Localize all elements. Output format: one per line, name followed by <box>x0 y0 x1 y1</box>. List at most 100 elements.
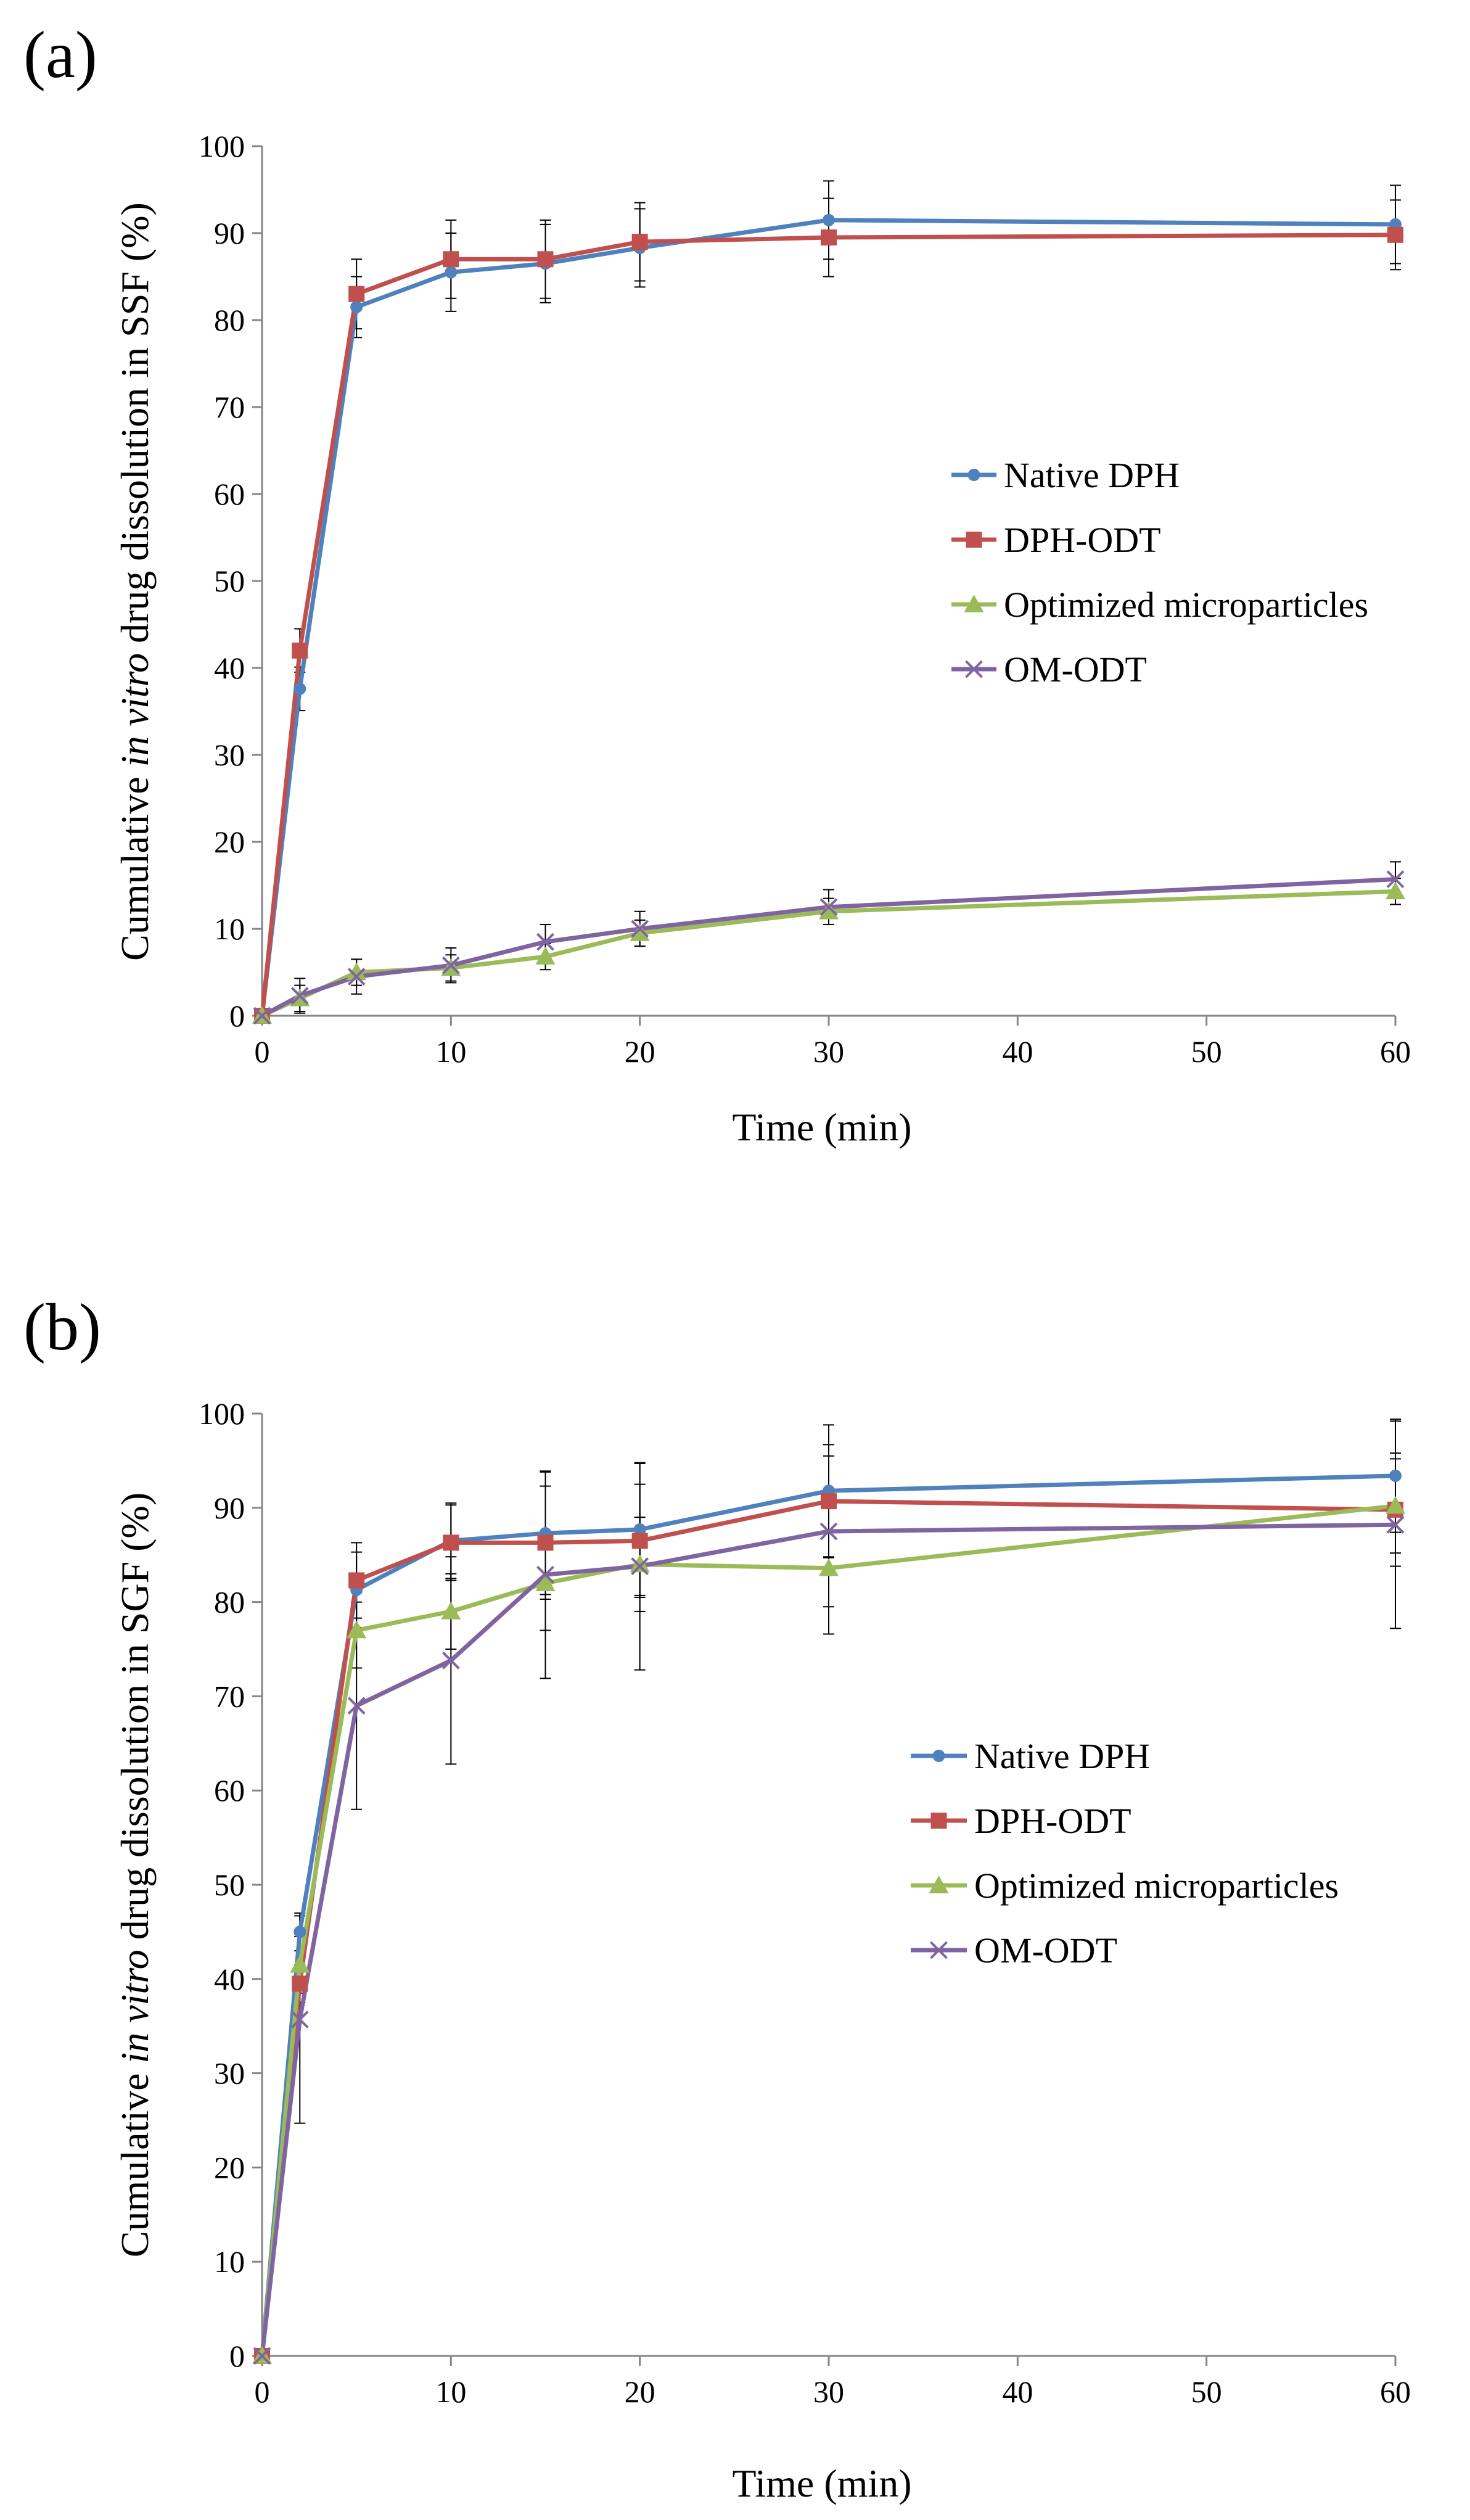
x-tick-label: 20 <box>625 1034 655 1069</box>
legend-marker <box>932 1750 945 1762</box>
panel-b-y-axis-label: Cumulative in vitro drug dissolution in … <box>113 1493 157 2257</box>
data-point-triangle <box>1386 881 1405 900</box>
y-tick-label: 60 <box>214 477 245 511</box>
data-point-triangle <box>347 962 367 981</box>
panel-b-series-lines <box>260 1473 1396 2357</box>
series-line <box>260 1473 1396 2357</box>
data-point-square <box>348 1572 365 1589</box>
x-tick-label: 30 <box>813 2374 844 2409</box>
panel-a-y-axis-label: Cumulative in vitro drug dissolution in … <box>113 202 157 961</box>
x-tick-label: 10 <box>435 2374 466 2409</box>
y-tick-label: 90 <box>214 1491 245 1525</box>
y-tick-label: 70 <box>214 390 245 424</box>
legend-item: DPH-ODT <box>911 1801 1131 1841</box>
data-point-triangle <box>630 923 650 941</box>
data-point-triangle <box>630 1554 650 1573</box>
data-point-square <box>443 1534 459 1551</box>
y-tick-label: 10 <box>214 2244 245 2279</box>
data-point-x <box>347 1697 366 1715</box>
y-tick-label: 40 <box>214 1962 245 1996</box>
y-tick-label: 100 <box>199 129 245 163</box>
data-point-triangle <box>290 1954 310 1973</box>
data-point-x <box>631 1557 649 1575</box>
data-point-square <box>348 286 365 302</box>
panel-b-legend: Native DPH DPH-ODT Optimized microparticle… <box>911 1736 1339 1970</box>
legend-item: OM-ODT <box>911 1930 1117 1970</box>
x-tick-label: 50 <box>1191 1034 1222 1069</box>
legend-marker <box>967 469 980 481</box>
panel-b-x-axis-label: Time (min) <box>733 2461 912 2505</box>
data-point-x <box>253 2347 271 2365</box>
data-point-circle <box>294 682 306 695</box>
legend-label: Native DPH <box>974 1736 1150 1776</box>
legend-item: Optimized microparticles <box>911 1866 1339 1906</box>
data-point-x <box>253 1007 271 1025</box>
x-tick-label: 10 <box>435 1034 466 1069</box>
y-tick-label: 60 <box>214 1773 245 1808</box>
data-point-square <box>292 1975 308 1992</box>
legend-label: DPH-ODT <box>1004 520 1161 560</box>
data-point-square <box>292 642 308 659</box>
y-tick-label: 50 <box>214 564 245 598</box>
legend-marker <box>929 1876 949 1893</box>
x-tick-label: 40 <box>1002 2374 1033 2409</box>
legend-marker <box>965 660 983 678</box>
series-line <box>260 1504 1396 2357</box>
data-point-x <box>819 1522 838 1541</box>
data-point-triangle <box>535 947 556 965</box>
legend-label: OM-ODT <box>1004 649 1147 690</box>
data-point-x <box>290 2011 309 2028</box>
x-tick-label: 0 <box>255 1034 270 1069</box>
data-point-circle <box>633 1523 646 1536</box>
legend-marker <box>930 1813 947 1829</box>
panel-a-markers <box>252 213 1405 1025</box>
legend-marker <box>964 595 984 612</box>
data-point-square <box>631 1533 648 1549</box>
x-tick-label: 30 <box>813 1034 844 1069</box>
x-tick-label: 20 <box>625 2374 655 2409</box>
y-tick-label: 100 <box>199 1396 245 1431</box>
y-tick-label: 30 <box>214 738 245 772</box>
legend-item: OM-ODT <box>951 649 1147 690</box>
data-point-triangle <box>535 1573 556 1591</box>
data-point-circle <box>445 266 458 279</box>
series-line <box>260 1522 1396 2357</box>
legend-item: DPH-ODT <box>951 520 1161 560</box>
data-point-x <box>347 968 366 986</box>
y-tick-label: 40 <box>214 651 245 685</box>
legend-marker <box>966 532 982 548</box>
data-point-square <box>537 1534 554 1551</box>
panel-a-series-lines <box>260 218 1396 1018</box>
data-point-triangle <box>441 1601 461 1620</box>
panel-b-markers <box>252 1469 1405 2365</box>
data-point-square <box>1387 226 1403 243</box>
y-tick-label: 10 <box>214 912 245 946</box>
data-point-square <box>821 229 837 246</box>
data-point-x <box>536 933 554 951</box>
y-tick-label: 80 <box>214 1585 245 1620</box>
data-point-x <box>631 920 649 938</box>
legend-item: Native DPH <box>911 1736 1150 1776</box>
x-tick-label: 0 <box>255 2374 270 2409</box>
data-point-triangle <box>1386 1496 1405 1514</box>
data-point-x <box>290 987 309 1005</box>
legend-label: Native DPH <box>1004 455 1180 495</box>
y-tick-label: 50 <box>214 1867 245 1902</box>
data-point-square <box>821 1493 837 1510</box>
panel-a-label: (a) <box>23 19 97 92</box>
legend-label: OM-ODT <box>974 1930 1117 1970</box>
data-point-circle <box>1389 1469 1402 1482</box>
data-point-triangle <box>819 901 839 920</box>
y-tick-label: 80 <box>214 303 245 337</box>
data-point-x <box>1386 1515 1405 1534</box>
data-point-x <box>536 1565 554 1584</box>
data-point-square <box>631 234 648 250</box>
series-line <box>260 218 1396 1016</box>
x-tick-label: 40 <box>1002 1034 1033 1069</box>
series-line <box>260 233 1396 1016</box>
x-tick-label: 50 <box>1191 2374 1222 2409</box>
data-point-x <box>441 1651 460 1670</box>
panel-a-x-axis-label: Time (min) <box>733 1105 912 1149</box>
data-point-circle <box>350 300 363 313</box>
